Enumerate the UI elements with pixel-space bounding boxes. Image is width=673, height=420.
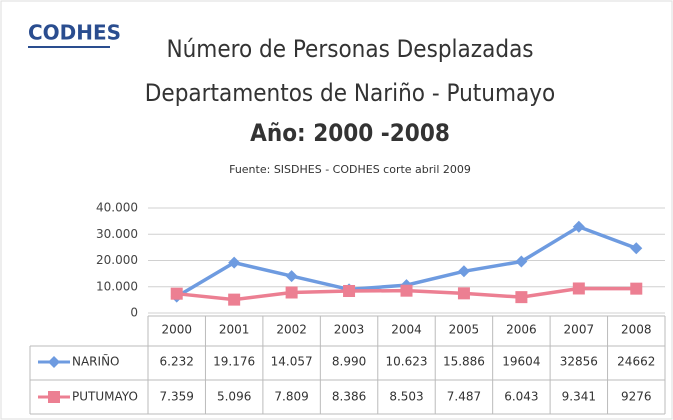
value-label: 9.341: [562, 390, 596, 404]
legend-label: NARIÑO: [72, 354, 119, 369]
value-label: 6.232: [160, 355, 194, 369]
y-tick-label: 40.000: [96, 201, 138, 215]
value-label: 10.623: [386, 355, 428, 369]
marker: [228, 293, 241, 306]
value-label: 8.990: [332, 355, 366, 369]
marker: [572, 220, 585, 233]
value-label: 24662: [617, 355, 655, 369]
y-tick-label: 0: [130, 306, 138, 320]
value-label: 19604: [502, 355, 540, 369]
legend-marker: [48, 356, 60, 368]
legend-label: PUTUMAYO: [72, 390, 138, 404]
chart-subtitle: Fuente: SISDHES - CODHES corte abril 200…: [229, 163, 471, 176]
marker: [515, 291, 528, 304]
legend-marker: [48, 391, 60, 403]
x-tick-label: 2002: [276, 323, 307, 337]
value-label: 14.057: [271, 355, 313, 369]
x-tick-label: 2008: [621, 323, 652, 337]
x-tick-label: 2005: [449, 323, 480, 337]
x-tick-label: 2003: [334, 323, 365, 337]
value-label: 8.386: [332, 390, 366, 404]
y-tick-label: 20.000: [96, 253, 138, 267]
marker: [285, 286, 298, 299]
y-tick-label: 30.000: [96, 227, 138, 241]
value-label: 19.176: [213, 355, 255, 369]
value-label: 5.096: [217, 390, 251, 404]
value-label: 7.359: [160, 390, 194, 404]
x-tick-label: 2001: [219, 323, 250, 337]
logo: CODHES: [28, 21, 121, 45]
value-label: 6.043: [504, 390, 538, 404]
marker: [343, 284, 356, 297]
x-tick-label: 2007: [564, 323, 595, 337]
chart-title: Número de Personas Desplazadas: [166, 35, 533, 63]
value-label: 32856: [560, 355, 598, 369]
y-tick-label: 10.000: [96, 279, 138, 293]
value-label: 8.503: [389, 390, 423, 404]
marker: [457, 265, 470, 278]
x-tick-label: 2004: [391, 323, 422, 337]
marker: [285, 270, 298, 283]
value-label: 7.809: [274, 390, 308, 404]
value-label: 15.886: [443, 355, 485, 369]
marker: [515, 255, 528, 268]
chart-title: Año: 2000 -2008: [250, 119, 450, 147]
marker: [400, 284, 413, 297]
marker: [228, 256, 241, 269]
chart-title: Departamentos de Nariño - Putumayo: [145, 79, 555, 107]
x-tick-label: 2006: [506, 323, 537, 337]
marker: [572, 282, 585, 295]
x-tick-label: 2000: [161, 323, 192, 337]
value-label: 7.487: [447, 390, 481, 404]
marker: [630, 282, 643, 295]
marker: [630, 242, 643, 255]
value-label: 9276: [621, 390, 652, 404]
marker: [170, 287, 183, 300]
marker: [457, 287, 470, 300]
